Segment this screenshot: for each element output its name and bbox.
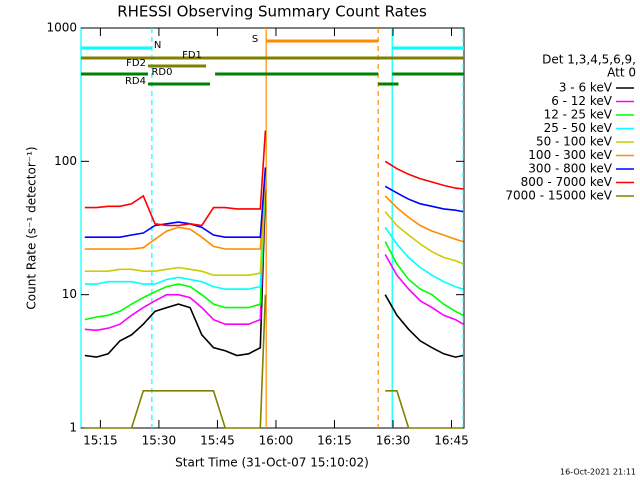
flag-label: RD4 <box>125 76 146 87</box>
series-line <box>84 130 464 227</box>
y-axis-label: Count Rate (s⁻¹ detector⁻¹) <box>25 146 39 309</box>
series-line <box>84 174 464 290</box>
y-tick-label: 1000 <box>46 21 77 35</box>
flag-label: FD1 <box>182 50 202 61</box>
series-line <box>84 167 464 238</box>
legend-label: 6 - 12 keV <box>551 94 613 108</box>
flag-label: FD2 <box>126 58 146 69</box>
legend-title: Det 1,3,4,5,6,9, <box>542 53 636 67</box>
x-tick-label: 16:00 <box>259 434 294 448</box>
x-axis-label: Start Time (31-Oct-07 15:10:02) <box>175 456 369 470</box>
series-line <box>84 181 464 332</box>
x-tick-label: 16:15 <box>317 434 352 448</box>
legend-label: 50 - 100 keV <box>536 135 613 149</box>
y-tick-label: 1 <box>69 421 77 435</box>
x-tick-label: 15:30 <box>142 434 177 448</box>
legend-label: 7000 - 15000 keV <box>505 189 612 203</box>
legend-label: 300 - 800 keV <box>528 162 612 176</box>
chart-title: RHESSI Observing Summary Count Rates <box>117 3 427 21</box>
legend-label: 800 - 7000 keV <box>521 175 613 189</box>
series-line <box>84 174 464 276</box>
x-tick-label: 16:30 <box>376 434 411 448</box>
legend-label: 3 - 6 keV <box>559 81 613 95</box>
legend-label: 12 - 25 keV <box>544 108 613 122</box>
series-line <box>84 177 464 321</box>
y-tick-label: 10 <box>62 287 77 301</box>
legend-label: 25 - 50 keV <box>544 121 613 135</box>
series-line <box>84 294 464 429</box>
series-line <box>84 190 464 358</box>
legend-title: Att 0 <box>607 66 636 80</box>
flag-label: S <box>252 34 258 45</box>
series-line <box>84 170 464 250</box>
x-tick-label: 15:45 <box>200 434 235 448</box>
y-tick-label: 100 <box>54 154 77 168</box>
legend-label: 100 - 300 keV <box>528 148 612 162</box>
footer-date: 16-Oct-2021 21:11 <box>560 468 636 477</box>
flag-label: RD0 <box>151 67 172 78</box>
flag-label: N <box>154 40 161 51</box>
plot-frame <box>80 27 465 429</box>
x-tick-label: 16:45 <box>434 434 469 448</box>
x-tick-label: 15:15 <box>83 434 118 448</box>
